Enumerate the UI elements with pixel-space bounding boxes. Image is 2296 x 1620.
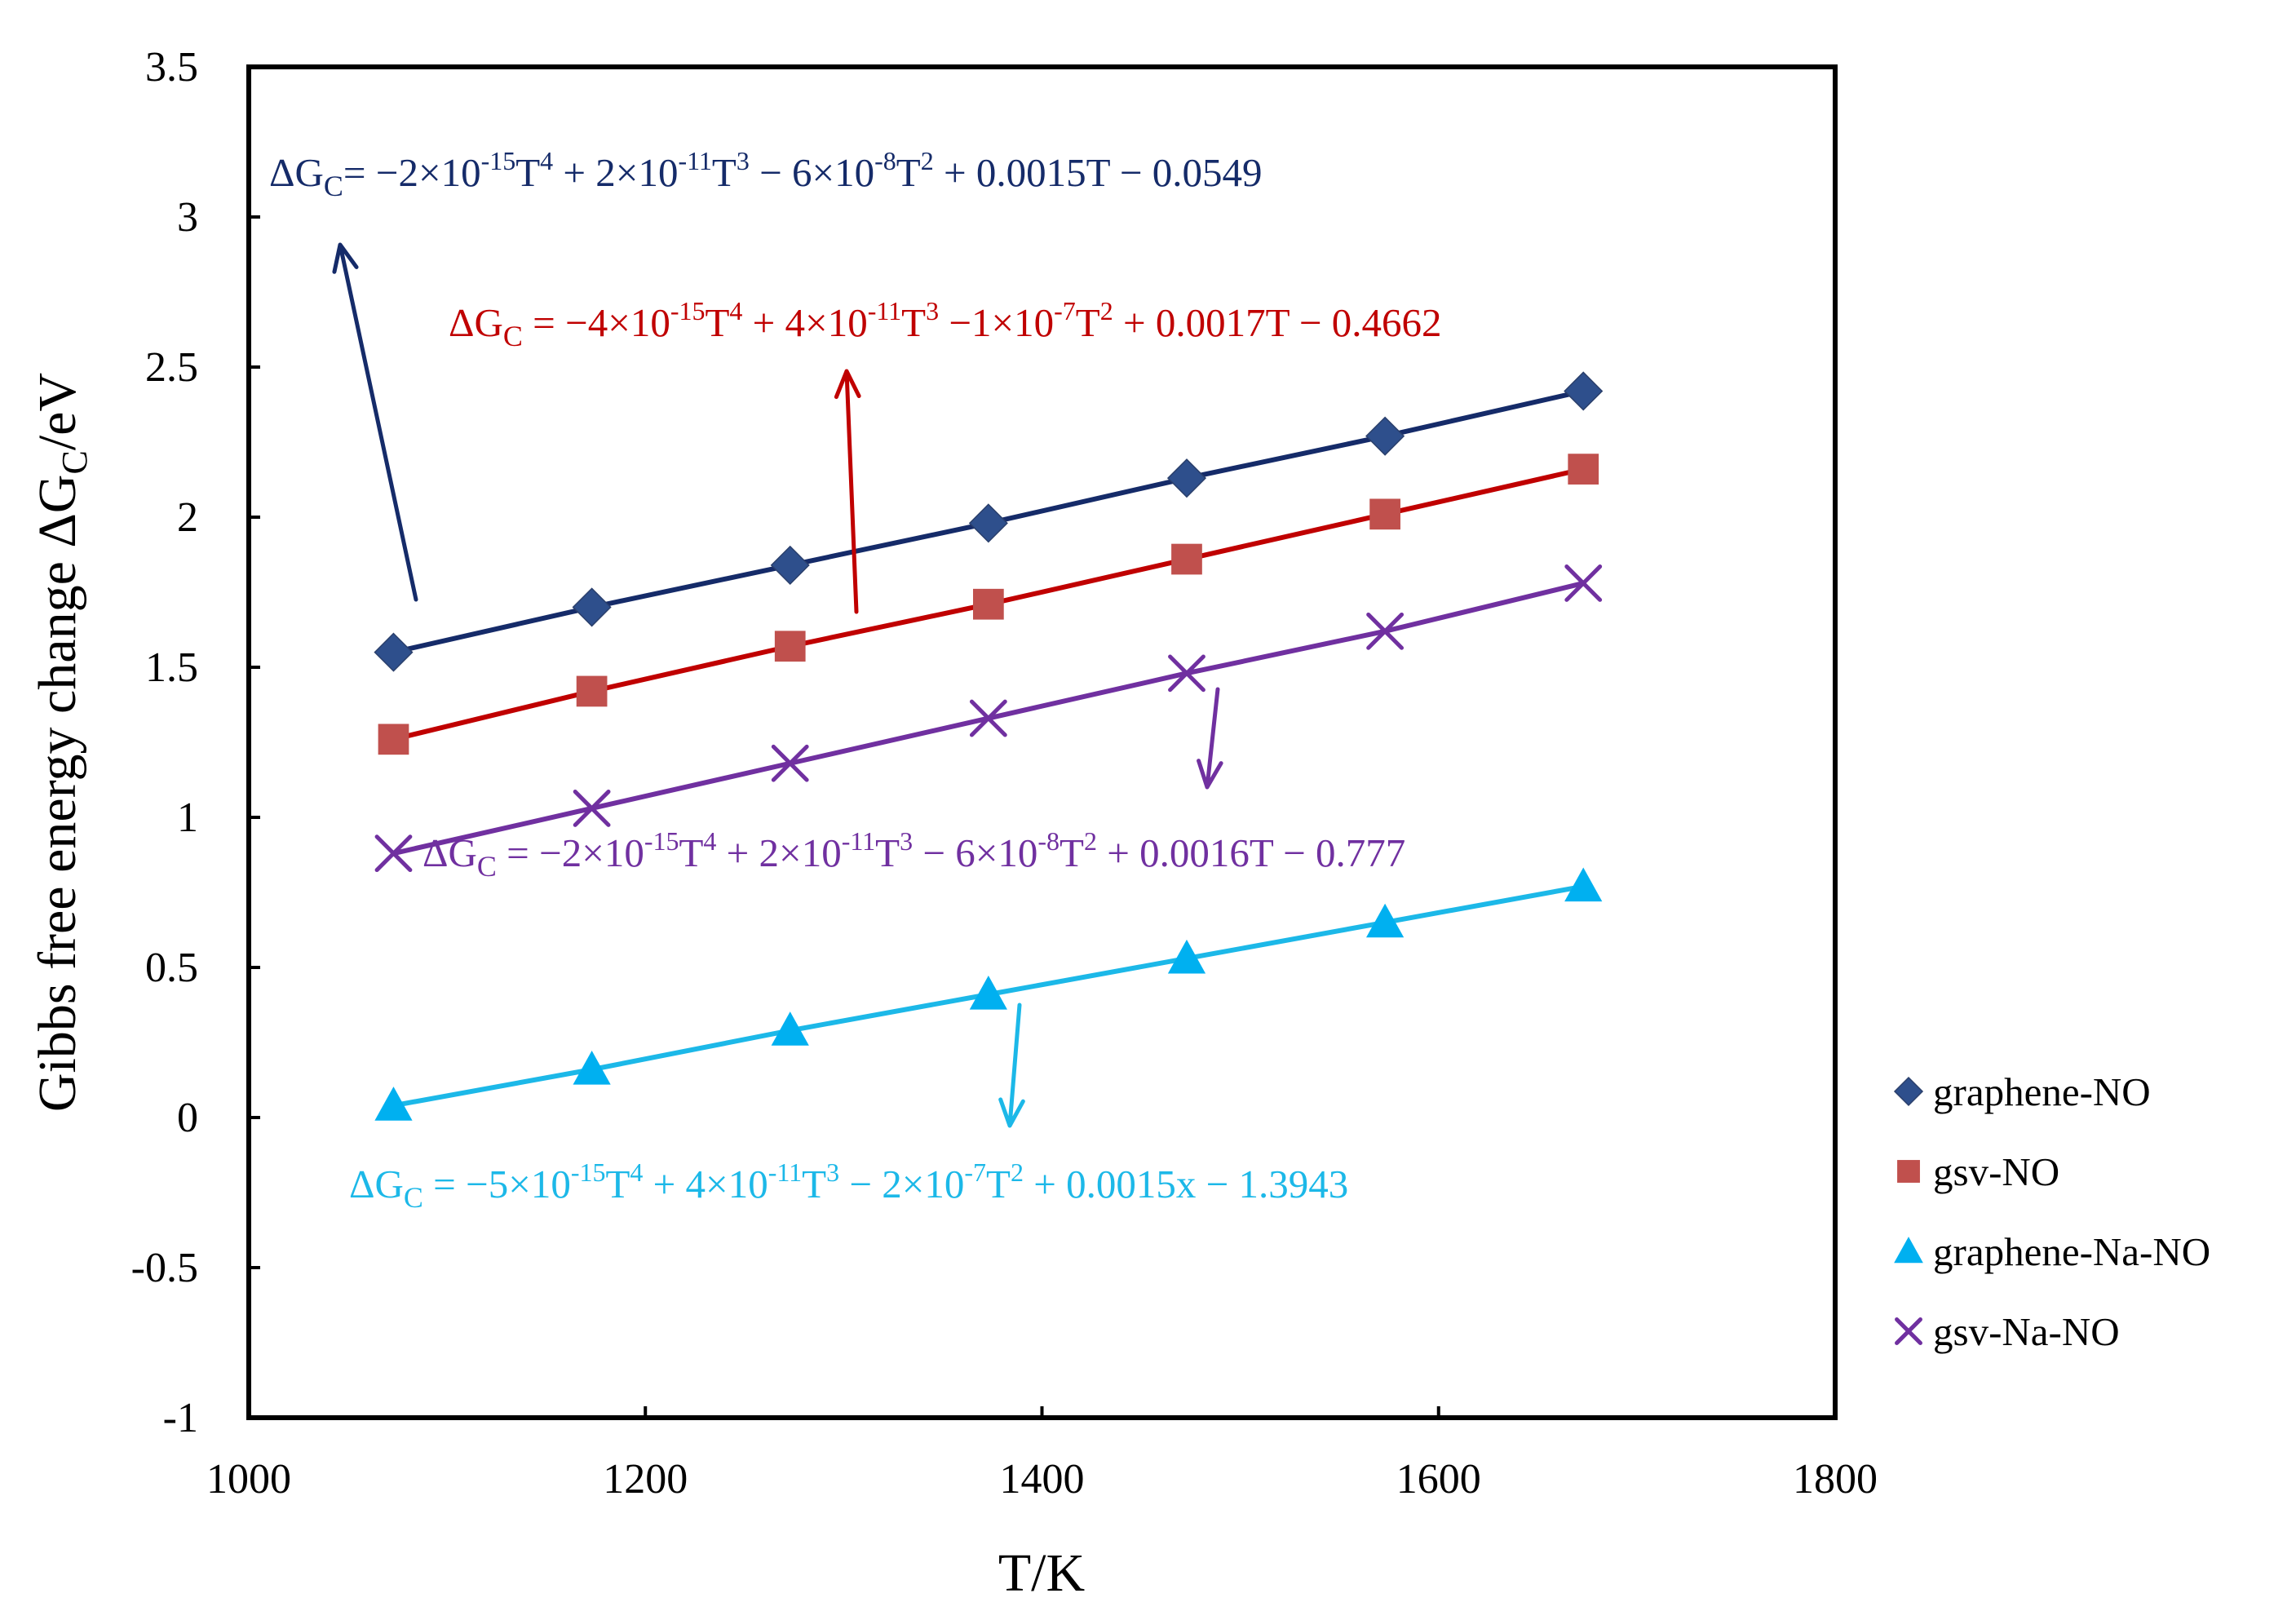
data-point-graphene-no [968,503,1008,543]
equation-annotations: ΔGC= −2×10-15T4 + 2×10-11T3 − 6×10-8T2 +… [269,146,1442,1214]
arrow-gsv-no [834,369,861,614]
y-axis-title-subscript: C [55,450,95,474]
data-point-gsv-na-no [771,744,809,782]
legend-item-gsv-no: gsv-NO [1897,1149,2059,1194]
data-point-gsv-no [774,631,806,662]
y-tick-label: 2.5 [145,344,198,391]
data-point-graphene-no [572,587,612,627]
data-point-gsv-no [576,675,608,707]
data-point-graphene-na-no [1366,903,1405,938]
data-point-graphene-na-no [1564,867,1603,902]
legend-item-graphene-no: graphene-NO [1893,1069,2151,1114]
arrow-graphene-no [332,242,418,602]
legend-item-gsv-na-no: gsv-Na-NO [1895,1309,2120,1354]
data-point-gsv-na-no [573,790,611,827]
data-point-gsv-na-no [1564,564,1603,602]
data-point-graphene-no [1166,458,1207,498]
legend: graphene-NO gsv-NO graphene-Na-NO gsv-Na-NO [1893,1069,2210,1354]
y-tick-label: 0.5 [145,945,198,991]
y-axis-ticks: -1 -0.5 0 0.5 1 1.5 2 2.5 3 3.5 [131,44,260,1441]
y-tick-label: 1.5 [145,644,198,691]
data-point-gsv-na-no [969,699,1007,737]
legend-marker-graphene-na-no [1894,1237,1923,1264]
y-tick-label: 1 [177,795,198,841]
equation-gsv-na-no: ΔGC = −2×10-15T4 + 2×10-11T3 − 6×10-8T2 … [422,826,1405,883]
plot-area [246,64,1838,1420]
x-tick-label: 1000 [206,1456,291,1503]
data-point-graphene-no [1564,371,1604,411]
data-point-graphene-no [770,545,810,585]
x-axis-ticks: 1000 1200 1400 1600 1800 [206,1406,1878,1503]
plot-frame [246,64,1838,1420]
legend-item-graphene-na-no: graphene-Na-NO [1894,1229,2210,1274]
x-tick-label: 1400 [1000,1456,1085,1503]
data-point-gsv-no [378,724,409,755]
data-point-graphene-no [374,632,414,672]
y-tick-label: 0 [177,1095,198,1141]
data-point-gsv-na-no [1366,612,1405,650]
data-point-graphene-na-no [1167,939,1206,974]
y-tick-label: 3 [177,194,198,241]
y-tick-label: 2 [177,494,198,541]
data-point-gsv-na-no [1168,654,1206,693]
legend-marker-graphene-no [1893,1076,1924,1107]
x-tick-label: 1600 [1396,1456,1481,1503]
data-point-gsv-na-no [374,834,413,873]
data-point-gsv-no [1171,543,1202,575]
y-tick-label: -0.5 [131,1245,198,1291]
data-point-graphene-na-no [969,976,1007,1010]
data-point-graphene-na-no [374,1087,413,1121]
data-point-graphene-no [1365,416,1405,456]
y-axis-title-unit: /eV [28,373,87,450]
series-markers [374,371,1604,1121]
data-point-graphene-na-no [771,1011,809,1046]
legend-marker-gsv-no [1897,1160,1920,1183]
x-tick-label: 1200 [603,1456,688,1503]
data-point-gsv-no [1369,498,1400,530]
data-point-gsv-no [1568,454,1599,485]
equation-gsv-no: ΔGC = −4×10-15T4 + 4×10-11T3 −1×10-7T2 +… [449,296,1442,352]
equation-graphene-no: ΔGC= −2×10-15T4 + 2×10-11T3 − 6×10-8T2 +… [269,146,1263,202]
y-axis-title-main: Gibbs free energy change ΔG [28,475,87,1113]
x-tick-label: 1800 [1793,1456,1878,1503]
annotation-arrows [332,242,1223,1128]
legend-label-gsv-na-no: gsv-Na-NO [1933,1309,2120,1354]
legend-marker-gsv-na-no [1895,1317,1922,1345]
y-tick-label: 3.5 [145,44,198,91]
data-point-graphene-na-no [573,1051,611,1085]
legend-label-gsv-no: gsv-NO [1933,1149,2059,1194]
arrow-gsv-na-no [1197,687,1223,790]
y-tick-label: -1 [163,1395,198,1441]
equation-graphene-na-no: ΔGC = −5×10-15T4 + 4×10-11T3 − 2×10-7T2 … [349,1157,1348,1214]
y-axis-title: Gibbs free energy change ΔGC/eV [28,373,95,1112]
legend-label-graphene-no: graphene-NO [1933,1069,2151,1114]
x-axis-title: T/K [998,1543,1085,1603]
arrow-graphene-na-no [998,1003,1025,1128]
legend-label-graphene-na-no: graphene-Na-NO [1933,1229,2210,1274]
data-point-gsv-no [972,588,1004,620]
